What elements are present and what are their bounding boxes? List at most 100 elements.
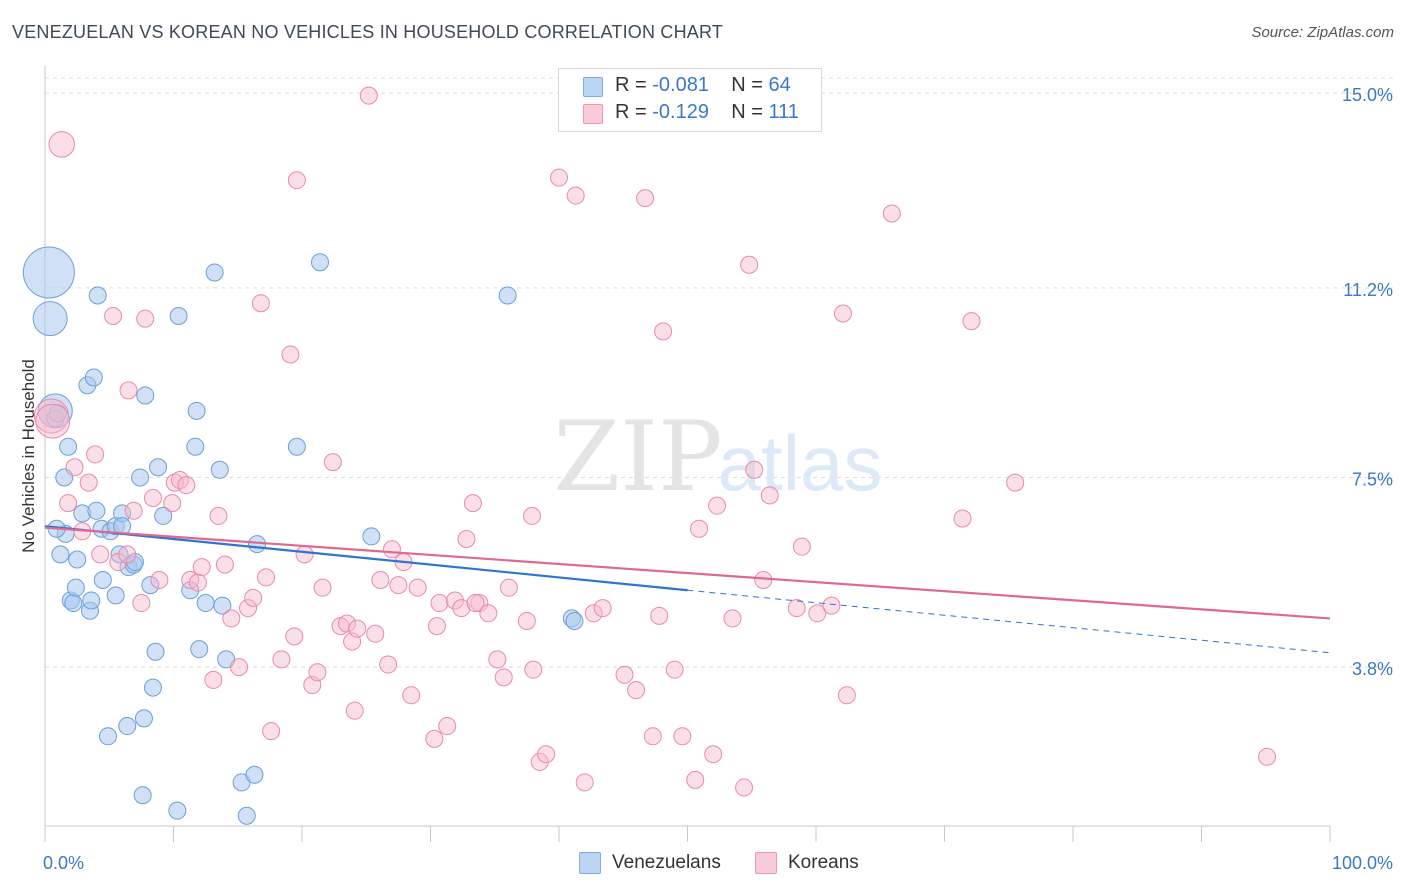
- data-point-venezuelans: [205, 263, 224, 282]
- data-point-venezuelans: [245, 765, 264, 784]
- data-point-koreans: [754, 570, 773, 589]
- data-point-koreans: [204, 670, 223, 689]
- data-point-venezuelans: [149, 458, 168, 477]
- data-point-venezuelans: [68, 550, 87, 569]
- data-point-koreans: [285, 627, 304, 646]
- data-point-koreans: [379, 655, 398, 674]
- data-point-koreans: [470, 594, 489, 613]
- trend-line-koreans: [44, 526, 1331, 620]
- data-point-koreans: [833, 304, 852, 323]
- data-point-venezuelans: [190, 640, 209, 659]
- data-point-koreans: [445, 591, 464, 610]
- legend-r-label: R =: [615, 74, 647, 96]
- data-point-koreans: [132, 594, 151, 613]
- data-point-koreans: [124, 501, 143, 520]
- data-point-koreans: [143, 488, 162, 507]
- data-point-venezuelans: [210, 460, 229, 479]
- data-point-koreans: [345, 701, 364, 720]
- data-point-koreans: [740, 255, 759, 274]
- data-point-koreans: [389, 576, 408, 595]
- data-point-venezuelans: [98, 727, 117, 746]
- legend-r-value: -0.081: [652, 74, 709, 96]
- data-point-koreans: [704, 745, 723, 764]
- data-point-venezuelans: [59, 437, 78, 456]
- data-point-koreans: [665, 660, 684, 679]
- data-point-koreans: [163, 494, 182, 513]
- data-point-koreans: [371, 570, 390, 589]
- data-point-koreans: [457, 529, 476, 548]
- data-point-koreans: [488, 650, 507, 669]
- data-point-venezuelans: [88, 286, 107, 305]
- data-point-venezuelans: [118, 717, 137, 736]
- venezuelans-points: [22, 246, 584, 825]
- legend-n-label: N =: [731, 101, 763, 123]
- data-point-koreans: [188, 573, 207, 592]
- data-point-koreans: [686, 770, 705, 789]
- data-point-venezuelans: [146, 642, 165, 661]
- trend-line-venezuelans: [44, 525, 688, 592]
- data-point-venezuelans: [237, 806, 256, 825]
- data-point-koreans: [150, 570, 169, 589]
- gridlines: [45, 77, 1395, 668]
- data-point-koreans: [402, 686, 421, 705]
- data-point-koreans: [165, 473, 184, 492]
- data-point-koreans: [86, 445, 105, 464]
- data-point-koreans: [537, 745, 556, 764]
- data-point-venezuelans: [82, 591, 101, 610]
- data-point-koreans: [566, 186, 585, 205]
- data-point-koreans: [523, 506, 542, 525]
- data-point-venezuelans: [64, 594, 83, 613]
- data-point-koreans: [615, 665, 634, 684]
- data-point-koreans: [230, 658, 249, 677]
- data-point-koreans: [287, 171, 306, 190]
- data-point-venezuelans: [187, 401, 206, 420]
- data-point-venezuelans: [22, 246, 75, 299]
- venezuelans-legend-label: Venezuelans: [612, 852, 721, 873]
- data-point-venezuelans: [131, 468, 150, 487]
- data-point-koreans: [584, 604, 603, 623]
- data-point-koreans: [550, 168, 568, 187]
- data-point-koreans: [104, 307, 123, 326]
- watermark: ZIP atlas: [553, 401, 882, 513]
- data-point-venezuelans: [498, 286, 517, 305]
- data-point-venezuelans: [84, 368, 103, 387]
- data-point-koreans: [222, 609, 241, 628]
- data-point-koreans: [822, 596, 841, 615]
- data-point-koreans: [359, 86, 378, 105]
- data-point-koreans: [323, 453, 342, 472]
- data-point-koreans: [760, 486, 779, 505]
- data-point-venezuelans: [186, 437, 205, 456]
- trend-line-venezuelans-extension: [687, 589, 1331, 654]
- data-point-venezuelans: [287, 437, 306, 456]
- axis-labels: 15.0% 11.2% 7.5% 3.8% 0.0% 100.0% No Vehicles …: [19, 85, 1393, 873]
- data-point-koreans: [654, 322, 673, 341]
- legend-r-label: R =: [615, 101, 647, 123]
- data-point-koreans: [272, 650, 291, 669]
- data-point-koreans: [530, 752, 549, 771]
- data-point-venezuelans: [51, 545, 70, 564]
- data-point-koreans: [745, 460, 764, 479]
- y-tick-label: 3.8%: [1352, 659, 1393, 679]
- data-point-venezuelans: [168, 801, 187, 820]
- legend-n-value: 111: [768, 101, 799, 123]
- data-point-koreans: [48, 131, 75, 158]
- data-point-koreans: [708, 496, 727, 515]
- data-point-koreans: [808, 604, 827, 623]
- data-point-koreans: [408, 578, 427, 597]
- data-point-koreans: [524, 660, 543, 679]
- y-tick-label: 15.0%: [1342, 85, 1393, 105]
- y-tick-label: 11.2%: [1343, 280, 1393, 300]
- y-tick-label: 7.5%: [1352, 469, 1393, 489]
- data-point-koreans: [466, 594, 485, 613]
- data-point-koreans: [79, 473, 98, 492]
- data-point-koreans: [723, 609, 742, 628]
- data-point-koreans: [962, 312, 981, 331]
- data-point-venezuelans: [169, 307, 188, 326]
- x-tick-label: 100.0%: [1332, 853, 1393, 873]
- data-point-venezuelans: [362, 527, 381, 546]
- data-point-koreans: [430, 594, 449, 613]
- axes: [44, 66, 1331, 842]
- data-point-koreans: [337, 614, 356, 633]
- watermark-atlas: atlas: [718, 419, 883, 507]
- data-point-koreans: [494, 668, 513, 687]
